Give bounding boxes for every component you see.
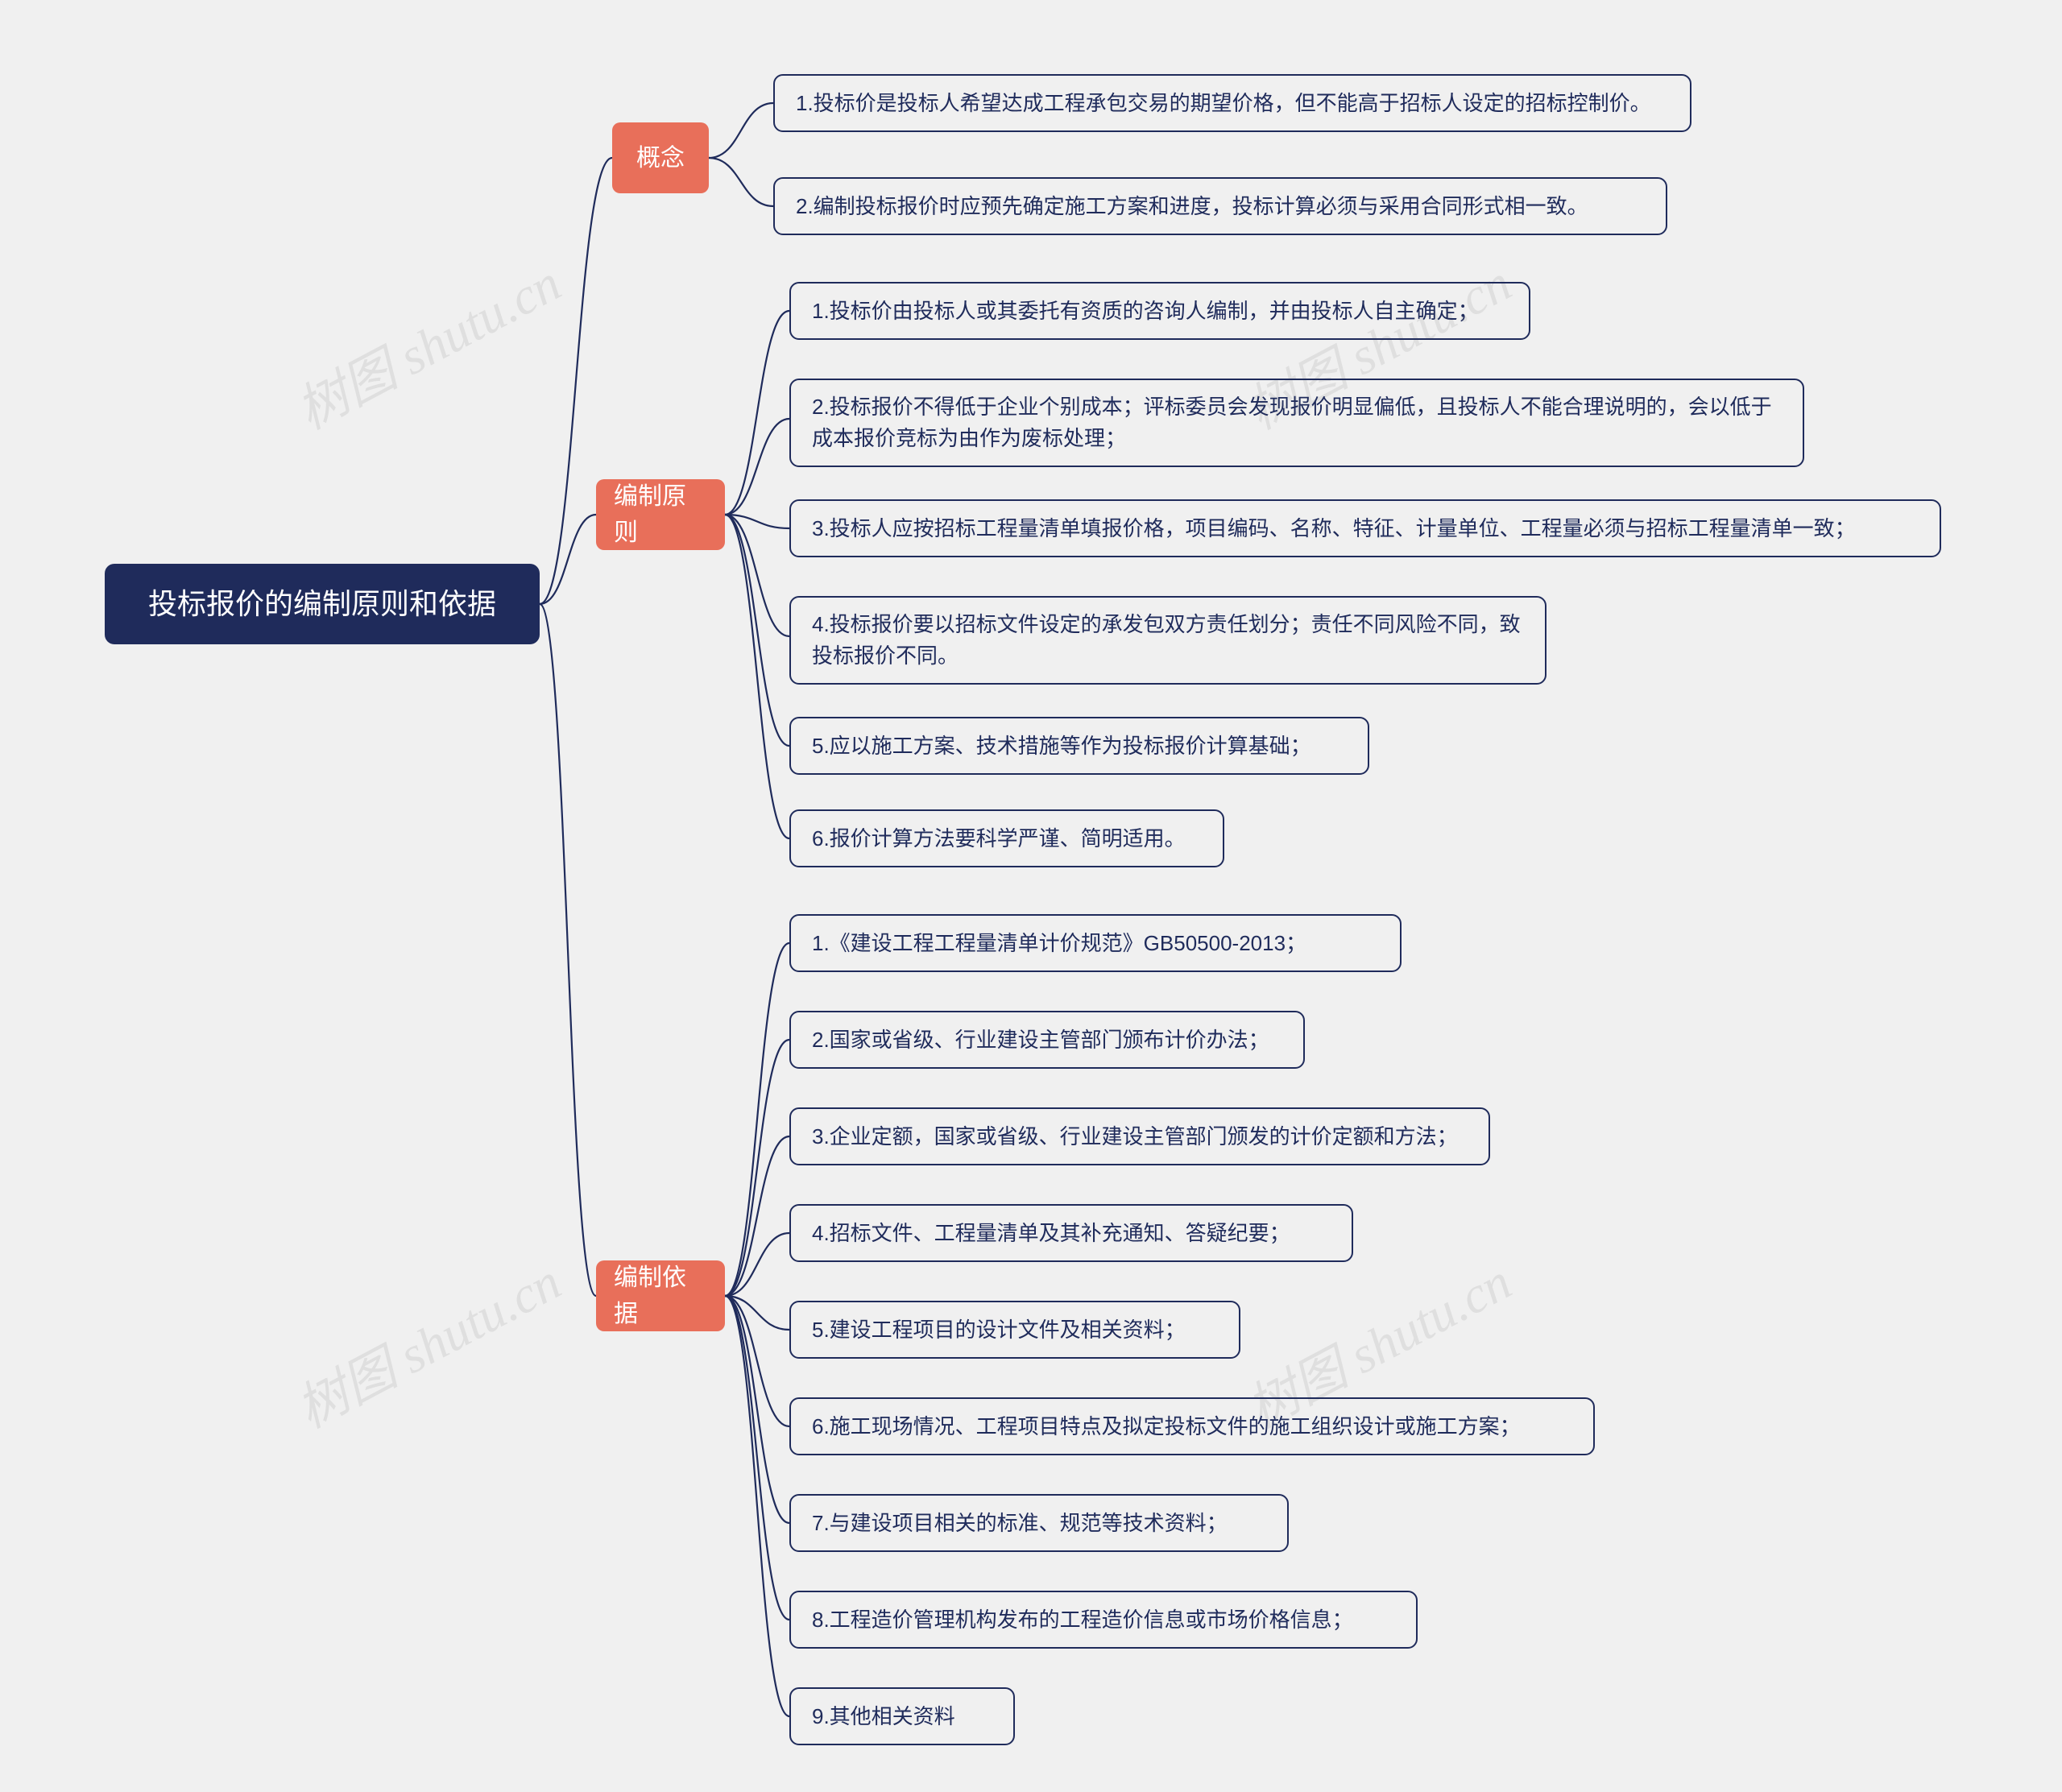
leaf-node[interactable]: 1.《建设工程工程量清单计价规范》GB50500-2013； [789, 914, 1402, 972]
leaf-node[interactable]: 4.投标报价要以招标文件设定的承发包双方责任划分；责任不同风险不同，致投标报价不… [789, 596, 1546, 685]
leaf-node[interactable]: 3.投标人应按招标工程量清单填报价格，项目编码、名称、特征、计量单位、工程量必须… [789, 499, 1941, 557]
watermark: 树图 shutu.cn [281, 1241, 571, 1442]
root-node[interactable]: 投标报价的编制原则和依据 [105, 564, 540, 644]
leaf-node[interactable]: 4.招标文件、工程量清单及其补充通知、答疑纪要； [789, 1204, 1353, 1262]
mindmap-canvas: 树图 shutu.cn 树图 shutu.cn 树图 shutu.cn 树图 s… [0, 0, 2062, 1792]
leaf-node[interactable]: 7.与建设项目相关的标准、规范等技术资料； [789, 1494, 1289, 1552]
leaf-node[interactable]: 8.工程造价管理机构发布的工程造价信息或市场价格信息； [789, 1591, 1418, 1649]
leaf-node[interactable]: 2.编制投标报价时应预先确定施工方案和进度，投标计算必须与采用合同形式相一致。 [773, 177, 1667, 235]
leaf-node[interactable]: 2.投标报价不得低于企业个别成本；评标委员会发现报价明显偏低，且投标人不能合理说… [789, 379, 1804, 467]
leaf-node[interactable]: 3.企业定额，国家或省级、行业建设主管部门颁发的计价定额和方法； [789, 1107, 1490, 1165]
branch-principle[interactable]: 编制原则 [596, 479, 725, 550]
leaf-node[interactable]: 1.投标价由投标人或其委托有资质的咨询人编制，并由投标人自主确定； [789, 282, 1530, 340]
leaf-node[interactable]: 1.投标价是投标人希望达成工程承包交易的期望价格，但不能高于招标人设定的招标控制… [773, 74, 1691, 132]
branch-concept[interactable]: 概念 [612, 122, 709, 193]
leaf-node[interactable]: 9.其他相关资料 [789, 1687, 1015, 1745]
branch-basis[interactable]: 编制依据 [596, 1260, 725, 1331]
watermark: 树图 shutu.cn [281, 242, 571, 444]
leaf-node[interactable]: 6.施工现场情况、工程项目特点及拟定投标文件的施工组织设计或施工方案； [789, 1397, 1595, 1455]
leaf-node[interactable]: 5.建设工程项目的设计文件及相关资料； [789, 1301, 1240, 1359]
leaf-node[interactable]: 5.应以施工方案、技术措施等作为投标报价计算基础； [789, 717, 1369, 775]
leaf-node[interactable]: 6.报价计算方法要科学严谨、简明适用。 [789, 809, 1224, 867]
leaf-node[interactable]: 2.国家或省级、行业建设主管部门颁布计价办法； [789, 1011, 1305, 1069]
